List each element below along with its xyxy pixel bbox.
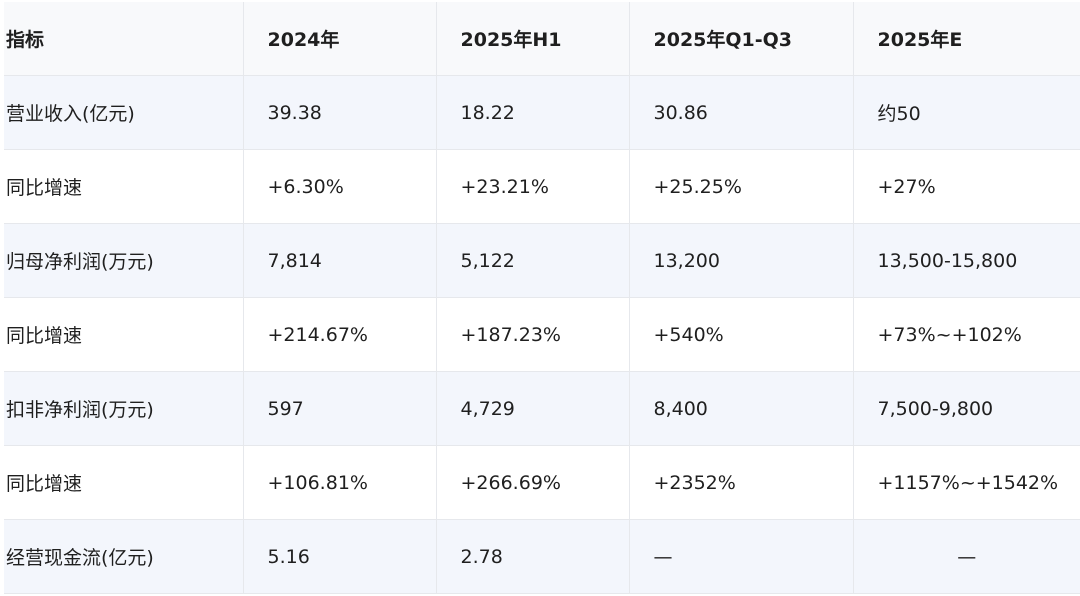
table-row: 同比增速 +6.30% +23.21% +25.25% +27% <box>4 149 1080 224</box>
table-cell: +1157%~+1542% <box>853 445 1080 520</box>
table-cell: +25.25% <box>629 149 854 224</box>
header-2025-h1: 2025年H1 <box>436 2 630 76</box>
table-cell: 18.22 <box>436 75 630 150</box>
table-cell: 597 <box>243 371 437 446</box>
table-cell: +214.67% <box>243 297 437 372</box>
table-cell: +27% <box>853 149 1080 224</box>
table-header-row: 指标 2024年 2025年H1 2025年Q1-Q3 2025年E <box>4 2 1080 76</box>
row-label: 同比增速 <box>4 149 244 224</box>
table-cell: +106.81% <box>243 445 437 520</box>
table-cell: +187.23% <box>436 297 630 372</box>
table-cell: 30.86 <box>629 75 854 150</box>
header-indicator: 指标 <box>4 2 244 76</box>
row-label: 同比增速 <box>4 297 244 372</box>
table-cell: 8,400 <box>629 371 854 446</box>
table-row: 营业收入(亿元) 39.38 18.22 30.86 约50 <box>4 75 1080 150</box>
table-row: 扣非净利润(万元) 597 4,729 8,400 7,500-9,800 <box>4 371 1080 446</box>
financial-metrics-table-container: 指标 2024年 2025年H1 2025年Q1-Q3 2025年E 营业收入(… <box>4 2 1080 594</box>
row-label: 扣非净利润(万元) <box>4 371 244 446</box>
table-row: 归母净利润(万元) 7,814 5,122 13,200 13,500-15,8… <box>4 223 1080 298</box>
table-cell: — <box>853 519 1080 594</box>
table-row: 同比增速 +214.67% +187.23% +540% +73%~+102% <box>4 297 1080 372</box>
row-label: 营业收入(亿元) <box>4 75 244 150</box>
row-label: 归母净利润(万元) <box>4 223 244 298</box>
table-cell: +73%~+102% <box>853 297 1080 372</box>
table-cell: 2.78 <box>436 519 630 594</box>
table-cell: 39.38 <box>243 75 437 150</box>
header-2025-q1-q3: 2025年Q1-Q3 <box>629 2 854 76</box>
header-2025-e: 2025年E <box>853 2 1080 76</box>
table-cell: +540% <box>629 297 854 372</box>
table-cell: +6.30% <box>243 149 437 224</box>
table-cell: — <box>629 519 854 594</box>
table-cell: +23.21% <box>436 149 630 224</box>
table-row: 经营现金流(亿元) 5.16 2.78 — — <box>4 519 1080 594</box>
table-cell: 13,500-15,800 <box>853 223 1080 298</box>
financial-metrics-table: 指标 2024年 2025年H1 2025年Q1-Q3 2025年E 营业收入(… <box>4 2 1080 594</box>
table-cell: +266.69% <box>436 445 630 520</box>
table-cell: 约50 <box>853 75 1080 150</box>
table-cell: 7,500-9,800 <box>853 371 1080 446</box>
table-cell: 5.16 <box>243 519 437 594</box>
table-cell: 4,729 <box>436 371 630 446</box>
row-label: 同比增速 <box>4 445 244 520</box>
table-row: 同比增速 +106.81% +266.69% +2352% +1157%~+15… <box>4 445 1080 520</box>
table-cell: 13,200 <box>629 223 854 298</box>
table-cell: +2352% <box>629 445 854 520</box>
table-cell: 5,122 <box>436 223 630 298</box>
table-cell: 7,814 <box>243 223 437 298</box>
header-2024: 2024年 <box>243 2 437 76</box>
row-label: 经营现金流(亿元) <box>4 519 244 594</box>
